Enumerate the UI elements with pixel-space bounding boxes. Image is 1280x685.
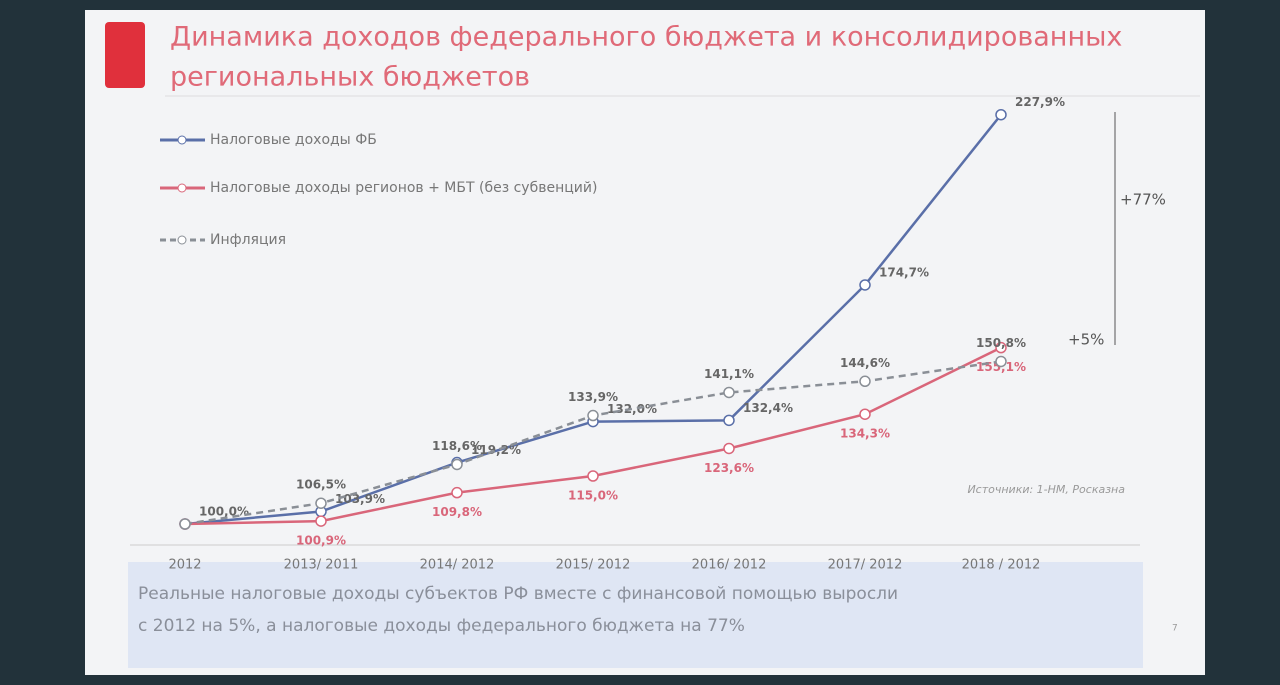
- point: [315, 515, 327, 527]
- point: [587, 470, 599, 482]
- x-tick-label: 2016/ 2012: [692, 558, 767, 573]
- data-label: 115,0%: [568, 489, 618, 503]
- point: [451, 458, 463, 471]
- data-label: 100,0%: [199, 505, 249, 519]
- legend-label: Инфляция: [210, 232, 286, 248]
- footer-text: Реальные налоговые доходы субъектов РФ в…: [138, 584, 898, 604]
- data-label: 132,4%: [743, 401, 793, 415]
- annotation: +77%: [1120, 191, 1166, 209]
- point: [859, 375, 871, 388]
- point: [723, 442, 735, 455]
- point: [315, 497, 327, 509]
- data-label: 123,6%: [704, 461, 754, 475]
- data-label: 144,6%: [840, 356, 890, 370]
- data-label: 109,8%: [432, 505, 482, 519]
- legend-marker: [177, 183, 187, 193]
- x-tick-label: 2013/ 2011: [284, 558, 359, 573]
- footer-text: с 2012 на 5%, а налоговые доходы федерал…: [138, 616, 745, 636]
- x-tick-label: 2014/ 2012: [420, 558, 495, 573]
- x-tick-label: 2017/ 2012: [828, 558, 903, 573]
- legend-label: Налоговые доходы ФБ: [210, 132, 377, 148]
- chart-subtitle: региональных бюджетов: [170, 62, 530, 93]
- page-number: 7: [1172, 624, 1178, 634]
- data-label: 174,7%: [879, 265, 929, 279]
- data-label: 134,3%: [840, 427, 890, 441]
- point: [995, 341, 1007, 354]
- point: [179, 518, 191, 530]
- point: [451, 486, 463, 499]
- point: [995, 108, 1007, 121]
- data-label: 133,9%: [568, 390, 618, 404]
- data-label: 103,9%: [335, 492, 385, 506]
- data-label: 119,2%: [471, 443, 521, 457]
- data-label: 106,5%: [296, 478, 346, 492]
- data-label: 141,1%: [704, 367, 754, 381]
- legend-marker: [177, 235, 187, 245]
- data-label: 132,0%: [607, 402, 657, 416]
- legend-label: Налоговые доходы регионов + МБТ (без суб…: [210, 180, 597, 196]
- x-tick-label: 2015/ 2012: [556, 558, 631, 573]
- point: [859, 408, 871, 420]
- data-label: 100,9%: [296, 534, 346, 548]
- annotation: +5%: [1068, 331, 1104, 349]
- chart-title: Динамика доходов федерального бюджета и …: [170, 22, 1122, 53]
- point: [859, 279, 871, 291]
- x-tick-label: 2012: [168, 558, 201, 573]
- point: [995, 355, 1007, 368]
- x-tick-label: 2018 / 2012: [962, 558, 1041, 573]
- data-label: 227,9%: [1015, 95, 1065, 109]
- point: [723, 414, 735, 427]
- point: [723, 386, 735, 399]
- footer-box: [128, 562, 1143, 668]
- logo: [105, 22, 145, 88]
- source: Источники: 1-НМ, Росказна: [967, 483, 1125, 496]
- data-label: 150,8%: [976, 336, 1026, 350]
- data-label: 118,6%: [432, 439, 482, 453]
- point: [587, 409, 599, 422]
- legend-marker: [177, 135, 187, 145]
